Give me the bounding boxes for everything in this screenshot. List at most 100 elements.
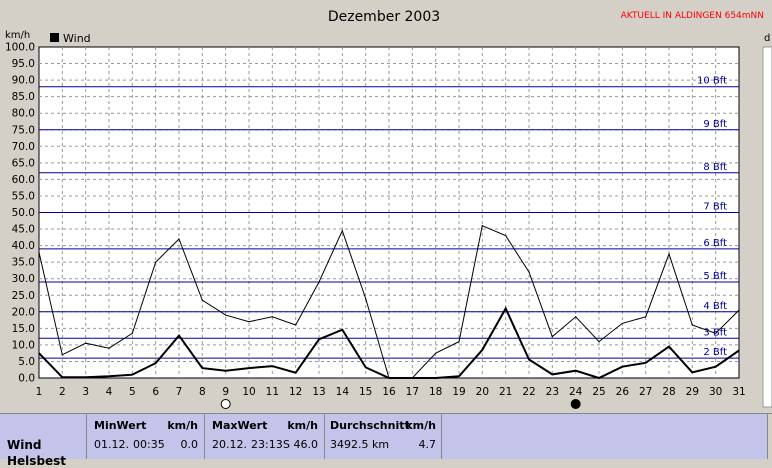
- max-unit: km/h: [287, 419, 318, 432]
- y-tick-label: 30.0: [12, 273, 35, 285]
- stats-row-label-2: Helsbest: [7, 454, 67, 468]
- data-point: [155, 261, 157, 263]
- x-tick-label: 7: [176, 386, 183, 398]
- y-tick-label: 40.0: [12, 240, 35, 252]
- data-point: [481, 225, 483, 227]
- y-tick-label: 45.0: [12, 224, 35, 236]
- data-point: [411, 377, 413, 379]
- data-point: [61, 354, 63, 356]
- max-time: 23:13: [251, 438, 283, 451]
- series-lines: [38, 224, 740, 380]
- data-point: [38, 352, 40, 354]
- legend-label: Wind: [63, 32, 91, 45]
- y-tick-label: 50.0: [12, 207, 35, 219]
- beaufort-label: 2 Bft: [703, 347, 727, 358]
- y-tick-label: 75.0: [12, 124, 35, 136]
- data-point: [155, 362, 157, 364]
- max-date: 20.12.: [212, 438, 247, 451]
- data-point: [178, 238, 180, 240]
- x-tick-label: 4: [106, 386, 113, 398]
- data-point: [575, 316, 577, 318]
- data-point: [318, 338, 320, 340]
- stats-empty-area: [442, 414, 768, 459]
- wind-chart: Dezember 2003 AKTUELL IN ALDINGEN 654mNN…: [5, 9, 772, 409]
- data-point: [598, 340, 600, 343]
- data-point: [295, 324, 297, 326]
- data-point: [575, 370, 577, 372]
- x-tick-label: 27: [639, 386, 652, 398]
- data-point: [271, 316, 273, 318]
- data-point: [295, 372, 297, 374]
- x-tick-label: 21: [499, 386, 512, 398]
- x-tick-label: 20: [476, 386, 489, 398]
- min-title: MinWert: [94, 419, 147, 432]
- min-value: 0.0: [180, 438, 199, 451]
- max-direction: S: [283, 438, 290, 451]
- x-tick-label: 9: [222, 386, 229, 398]
- y-tick-label: 35.0: [12, 257, 35, 269]
- y-tick-label: 70.0: [12, 141, 35, 153]
- data-point: [738, 349, 740, 352]
- x-tick-label: 31: [732, 386, 745, 398]
- x-tick-label: 10: [242, 386, 255, 398]
- data-point: [715, 366, 717, 368]
- legend-swatch: [50, 33, 59, 42]
- right-scrollbar[interactable]: [762, 46, 772, 408]
- avg-distance: 3492.5 km: [330, 438, 390, 451]
- data-point: [435, 377, 437, 379]
- data-point: [435, 352, 437, 354]
- data-point: [341, 329, 343, 331]
- y-axis-unit: km/h: [5, 30, 30, 41]
- data-point: [528, 271, 530, 273]
- x-tick-label: 13: [312, 386, 325, 398]
- x-tick-label: 23: [546, 386, 559, 398]
- station-label: AKTUELL IN ALDINGEN 654mNN: [621, 11, 764, 21]
- data-point: [458, 340, 460, 343]
- data-point: [365, 297, 367, 300]
- moon-phases: [220, 399, 581, 409]
- data-point: [458, 375, 460, 377]
- data-point: [481, 349, 483, 351]
- right-axis-unit: d: [764, 33, 770, 44]
- beaufort-label: 10 Bft: [697, 76, 727, 87]
- x-tick-label: 25: [592, 386, 605, 398]
- data-point: [271, 365, 273, 367]
- chart-title: Dezember 2003: [328, 9, 440, 25]
- new-moon-icon: [570, 399, 581, 409]
- data-point: [738, 309, 740, 311]
- data-point: [645, 316, 647, 318]
- legend: Wind: [50, 32, 91, 45]
- x-tick-label: 2: [59, 386, 66, 398]
- avg-unit: km/h: [405, 419, 436, 432]
- y-tick-label: 95.0: [12, 58, 35, 70]
- data-point: [365, 366, 367, 369]
- data-point: [528, 358, 530, 361]
- data-point: [621, 322, 623, 324]
- min-date: 01.12.: [94, 438, 129, 451]
- data-point: [551, 373, 553, 375]
- y-tick-label: 100.0: [5, 42, 35, 54]
- data-point: [505, 235, 507, 237]
- data-point: [61, 376, 63, 378]
- beaufort-label: 4 Bft: [703, 301, 727, 312]
- data-point: [131, 332, 133, 334]
- data-point: [108, 375, 110, 377]
- x-tick-label: 28: [662, 386, 675, 398]
- x-tick-label: 6: [152, 386, 159, 398]
- data-point: [645, 362, 647, 364]
- min-time: 00:35: [133, 438, 165, 451]
- x-tick-label: 5: [129, 386, 136, 398]
- y-tick-label: 85.0: [12, 91, 35, 103]
- data-point: [551, 336, 553, 338]
- data-point: [668, 345, 670, 348]
- y-tick-label: 10.0: [12, 339, 35, 351]
- data-point: [621, 366, 623, 368]
- y-tick-label: 60.0: [12, 174, 35, 186]
- data-point: [225, 370, 227, 372]
- data-point: [598, 377, 600, 379]
- x-tick-label: 11: [266, 386, 279, 398]
- data-point: [691, 371, 693, 373]
- x-tick-label: 29: [686, 386, 699, 398]
- x-tick-label: 26: [616, 386, 630, 398]
- y-tick-label: 25.0: [12, 290, 35, 302]
